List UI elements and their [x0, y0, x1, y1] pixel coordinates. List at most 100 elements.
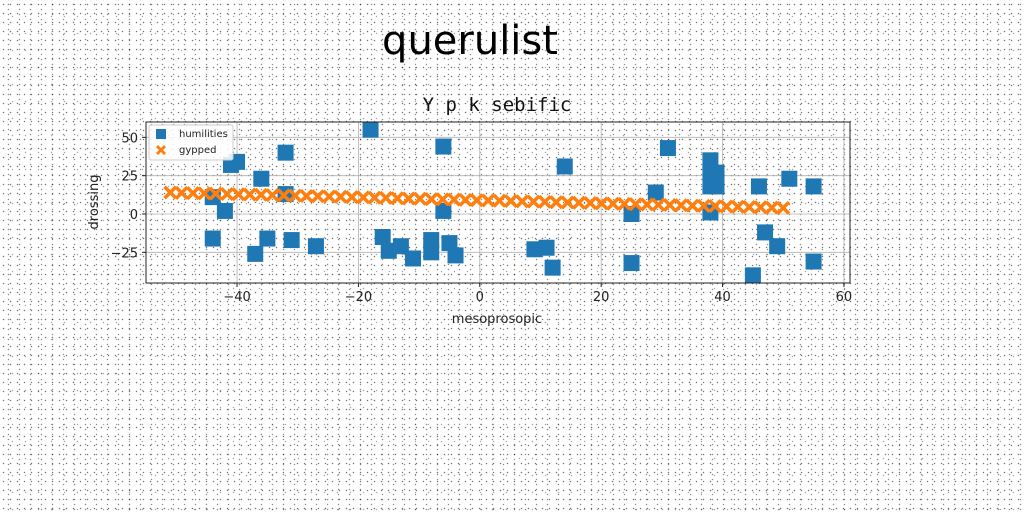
x-tick-label: −40: [223, 290, 250, 305]
y-tick-label: 50: [121, 131, 138, 146]
humilities-point: [204, 230, 221, 247]
humilities-point: [405, 250, 422, 267]
humilities-point: [526, 241, 543, 258]
humilities-point: [283, 232, 300, 249]
humilities-point: [216, 202, 233, 219]
humilities-point: [374, 229, 391, 245]
gypped-point: [469, 193, 484, 208]
humilities-point: [659, 140, 676, 157]
x-tick-label: 20: [593, 290, 610, 305]
humilities-point: [708, 178, 725, 195]
legend-marker-gypped: [156, 145, 166, 155]
humilities-point: [769, 238, 786, 255]
page-title: querulist: [382, 18, 558, 64]
gypped-point: [231, 187, 246, 202]
legend-box: [148, 124, 234, 161]
humilities-point: [277, 144, 294, 161]
x-tick-label: 0: [476, 290, 484, 305]
gypped-point: [685, 198, 700, 213]
humilities-point: [247, 245, 264, 262]
gypped-point: [458, 192, 473, 207]
plot-frame: [145, 121, 851, 284]
series-gypped: [163, 185, 791, 215]
legend-marker-humilities: [156, 129, 166, 139]
humilities-point: [307, 238, 324, 255]
humilities-point: [392, 238, 409, 255]
gypped-point: [662, 198, 677, 213]
humilities-point: [744, 267, 761, 284]
humilities-point: [259, 230, 276, 247]
gypped-point: [696, 198, 711, 213]
humilities-point: [544, 259, 561, 276]
gypped-point: [447, 192, 462, 207]
gypped-point: [242, 187, 257, 202]
gypped-point: [163, 185, 178, 200]
gypped-point: [322, 189, 337, 204]
gypped-point: [571, 195, 586, 210]
y-tick-label: 0: [130, 208, 138, 223]
humilities-point: [253, 170, 270, 187]
humilities-point: [380, 242, 397, 259]
chart-title: Y p k sebific: [423, 94, 572, 116]
gypped-point: [367, 190, 382, 205]
gypped-point: [776, 200, 791, 215]
y-tick-label: −25: [111, 246, 138, 261]
humilities-point: [805, 253, 822, 270]
gypped-point: [515, 194, 530, 209]
gypped-point: [640, 197, 655, 212]
gypped-point: [674, 198, 689, 213]
x-tick-label: −20: [345, 290, 372, 305]
humilities-point: [647, 184, 664, 201]
humilities-point: [708, 164, 725, 181]
humilities-point: [623, 255, 640, 272]
gypped-point: [730, 199, 745, 214]
legend-label-humilities: humilities: [179, 129, 228, 140]
humilities-point: [556, 158, 573, 175]
y-tick-label: 25: [121, 170, 138, 185]
gypped-point: [435, 192, 450, 207]
gypped-point: [413, 191, 428, 206]
gypped-point: [208, 186, 223, 201]
gypped-point: [276, 188, 291, 203]
gypped-point: [492, 193, 507, 208]
gypped-point: [220, 186, 235, 201]
humilities-point: [423, 244, 440, 261]
gypped-point: [583, 196, 598, 211]
gypped-point: [333, 189, 348, 204]
gypped-point: [503, 194, 518, 209]
gypped-point: [537, 194, 552, 209]
gypped-point: [390, 191, 405, 206]
gypped-point: [265, 188, 280, 203]
gypped-point: [549, 195, 564, 210]
gypped-point: [401, 191, 416, 206]
humilities-point: [447, 247, 464, 264]
gypped-point: [174, 185, 189, 200]
gypped-point: [424, 192, 439, 207]
gypped-point: [753, 200, 768, 215]
x-tick-label: 60: [836, 290, 853, 305]
humilities-point: [750, 178, 767, 195]
gypped-point: [742, 200, 757, 215]
gypped-point: [594, 196, 609, 211]
gypped-point: [378, 190, 393, 205]
gypped-point: [356, 190, 371, 205]
gypped-point: [719, 199, 734, 214]
humilities-point: [441, 235, 458, 252]
humilities-point: [423, 232, 440, 249]
gypped-point: [617, 196, 632, 211]
gypped-point: [344, 190, 359, 205]
gypped-point: [526, 194, 541, 209]
gypped-point: [299, 188, 314, 203]
x-axis-label: mesoprosopic: [452, 312, 542, 327]
gypped-point: [288, 188, 303, 203]
humilities-point: [623, 206, 640, 222]
gypped-point: [481, 193, 496, 208]
x-tick-label: 40: [714, 290, 731, 305]
gypped-point: [185, 186, 200, 201]
gypped-point: [605, 196, 620, 211]
gypped-point: [764, 200, 779, 215]
gypped-point: [708, 199, 723, 214]
gypped-point: [197, 186, 212, 201]
legend-label-gypped: gypped: [179, 145, 216, 156]
